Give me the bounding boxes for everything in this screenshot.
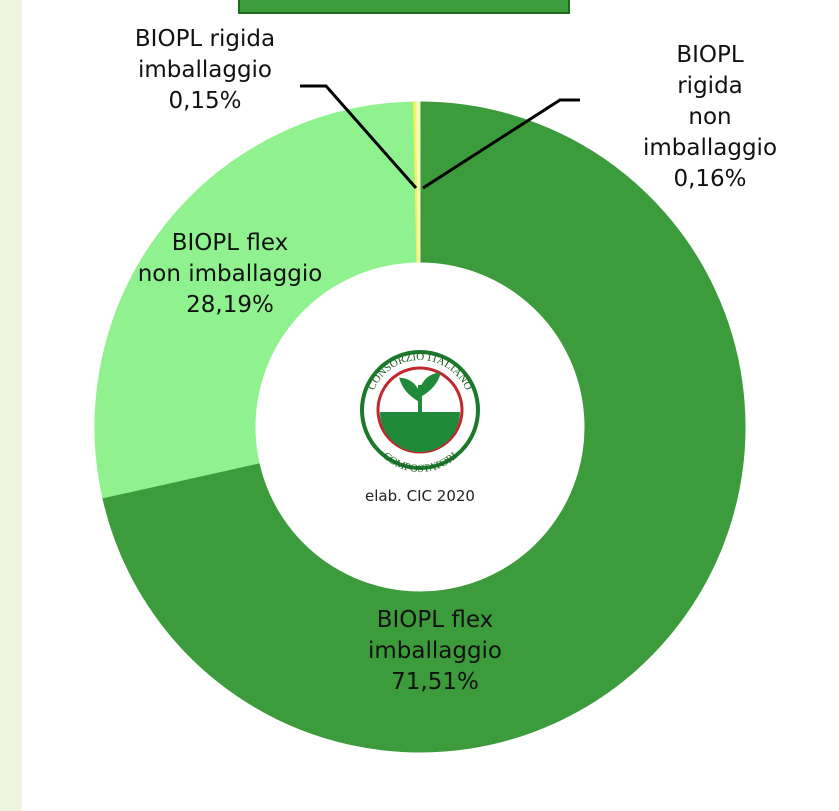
slice-label: BIOPL flex imballaggio 71,51% — [368, 605, 502, 698]
category-name: BIOPL flex non imballaggio — [137, 230, 323, 287]
header-bar — [238, 0, 570, 14]
donut-slice — [416, 101, 421, 263]
slice-label: BIOPL rigida imballaggio 0,15% — [135, 24, 275, 117]
value-label: 0,16% — [673, 166, 747, 192]
value-label: 71,51% — [391, 669, 479, 695]
category-name: BIOPL flex imballaggio — [367, 607, 503, 664]
annotation: elab. CIC 2020 — [365, 487, 475, 505]
value-label: 28,19% — [186, 292, 274, 318]
donut-slice — [102, 101, 746, 753]
value-label: 0,15% — [168, 88, 242, 114]
slice-label: BIOPL rigida non imballaggio 0,16% — [643, 40, 777, 195]
logo-plant — [399, 372, 441, 440]
leader-line — [422, 98, 580, 190]
category-name: BIOPL rigida imballaggio — [134, 26, 276, 83]
left-strip — [0, 0, 22, 811]
slice-label: BIOPL flex non imballaggio 28,19% — [138, 228, 323, 321]
category-name: BIOPL rigida non imballaggio — [642, 42, 778, 161]
donut-slice — [94, 101, 418, 499]
leader-line — [300, 84, 418, 189]
